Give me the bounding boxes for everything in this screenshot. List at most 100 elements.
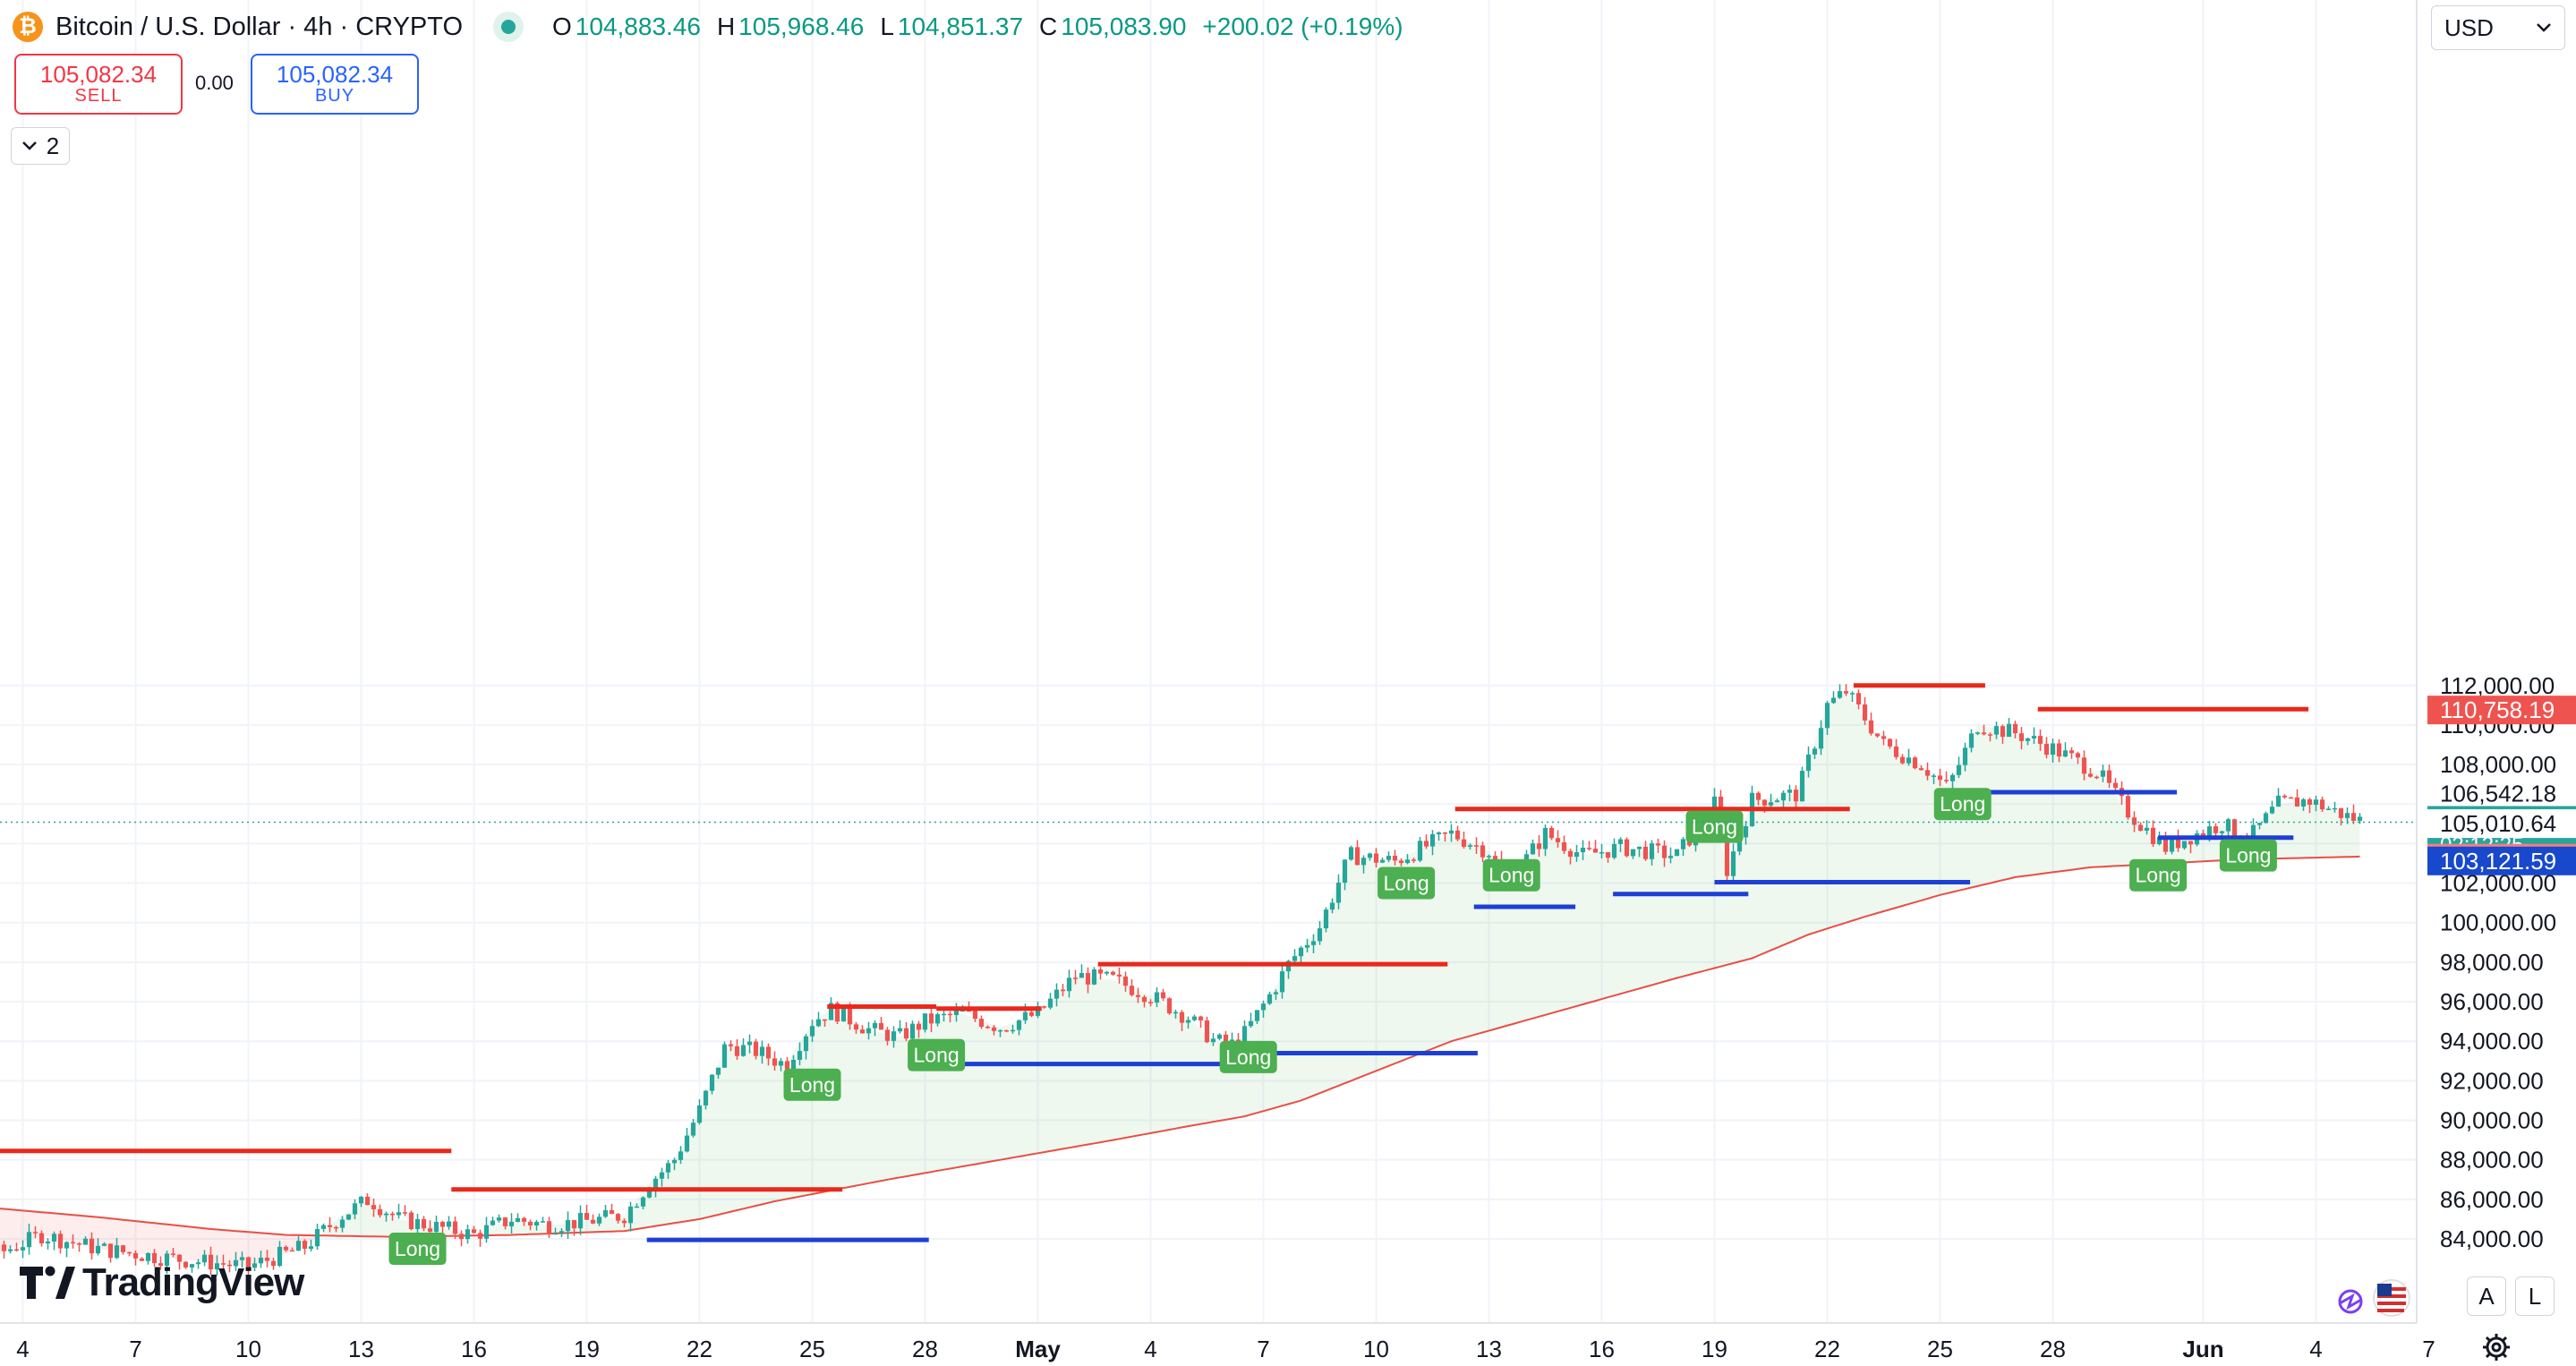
svg-text:Long: Long [1225, 1046, 1271, 1069]
candle-body [1022, 1012, 1028, 1020]
candle-body [1949, 774, 1956, 781]
long-signal-label[interactable]: Long [908, 1038, 966, 1071]
buy-button[interactable]: 105,082.34 BUY [251, 54, 419, 115]
candle-body [546, 1221, 552, 1234]
candle-body [1724, 838, 1730, 876]
long-signal-label[interactable]: Long [783, 1068, 841, 1101]
log-scale-button[interactable]: L [2515, 1276, 2555, 1316]
candle-body [114, 1245, 120, 1259]
candle-body [327, 1225, 333, 1227]
candle-body [1122, 976, 1129, 986]
candle-body [1874, 733, 1881, 737]
candle-body [358, 1196, 364, 1204]
candle-body [2350, 813, 2357, 821]
candle-body [690, 1123, 696, 1136]
candle-body [396, 1212, 402, 1216]
candle-body [245, 1257, 252, 1268]
candle-body [371, 1205, 377, 1209]
market-status-icon[interactable] [493, 12, 525, 42]
candle-body [402, 1212, 408, 1214]
candle-body [828, 1003, 834, 1020]
candle-body [1987, 734, 1993, 736]
candle-body [1367, 853, 1373, 858]
time-tick-label: 19 [574, 1336, 600, 1362]
candle-body [1166, 998, 1173, 1014]
candle-body [533, 1221, 540, 1226]
candle-body [2006, 723, 2012, 738]
candle-body [258, 1258, 264, 1264]
candle-body [1755, 792, 1761, 800]
candle-body [615, 1214, 621, 1221]
time-tick-label: 4 [16, 1336, 29, 1362]
candle-body [922, 1013, 928, 1030]
candle-body [1335, 883, 1342, 903]
candle-body [1417, 841, 1423, 861]
long-signal-label[interactable]: Long [1219, 1040, 1277, 1073]
candle-body [414, 1218, 421, 1230]
tradingview-logo[interactable]: TradingView [20, 1260, 304, 1305]
candle-body [1730, 851, 1736, 876]
price-tick-label: 112,000.00 [2440, 672, 2555, 699]
time-tick-label: 13 [1476, 1336, 1502, 1362]
candle-body [82, 1238, 89, 1245]
candle-body [1279, 971, 1285, 993]
candle-body [1812, 748, 1818, 755]
candle-body [283, 1246, 289, 1251]
candle-body [2112, 782, 2119, 789]
buy-price: 105,082.34 [276, 60, 394, 88]
candle-body [132, 1252, 139, 1259]
candle-body [1354, 847, 1361, 866]
candle-body [89, 1238, 95, 1254]
candle-body [1398, 860, 1404, 864]
long-signal-label[interactable]: Long [1933, 788, 1992, 821]
candle-body [1899, 756, 1906, 764]
candle-body [1047, 998, 1053, 1008]
long-signal-label[interactable]: Long [1378, 867, 1436, 900]
candle-body [2344, 813, 2350, 818]
candle-body [1736, 837, 1743, 852]
candle-body [57, 1234, 64, 1249]
candle-body [2131, 817, 2137, 825]
candle-body [1893, 746, 1899, 757]
candle-body [333, 1226, 339, 1229]
auto-scale-button[interactable]: A [2467, 1276, 2506, 1316]
svg-text:Long: Long [2136, 864, 2181, 887]
candle-body [289, 1250, 295, 1252]
candle-body [1104, 971, 1110, 974]
candle-body [2075, 753, 2081, 758]
gear-icon[interactable] [2481, 1332, 2512, 1362]
candle-body [20, 1247, 26, 1251]
candle-body [985, 1026, 991, 1029]
us-flag-icon[interactable] [2331, 1276, 2411, 1319]
candle-body [1574, 852, 1580, 858]
candle-body [659, 1172, 665, 1179]
candle-body [1805, 754, 1812, 772]
candle-body [2025, 738, 2031, 741]
candle-body [1937, 775, 1943, 781]
long-signal-label[interactable]: Long [1685, 810, 1744, 843]
candle-body [1981, 732, 1987, 735]
currency-select[interactable]: USD [2431, 5, 2565, 50]
long-signal-label[interactable]: Long [1482, 858, 1540, 892]
candle-body [640, 1197, 646, 1207]
svg-text:Long: Long [1384, 872, 1429, 895]
long-signal-label[interactable]: Long [388, 1233, 447, 1266]
candle-body [45, 1241, 51, 1244]
symbol-title[interactable]: Bitcoin / U.S. Dollar · 4h · CRYPTO [55, 12, 464, 41]
long-signal-label[interactable]: Long [2219, 839, 2277, 872]
candle-body [1780, 792, 1787, 801]
candle-body [145, 1252, 151, 1261]
candle-body [214, 1263, 220, 1270]
candle-body [1411, 859, 1417, 861]
candle-body [1968, 733, 1975, 748]
candle-body [1361, 858, 1367, 866]
candle-body [2225, 819, 2231, 832]
long-signal-label[interactable]: Long [2129, 858, 2188, 892]
candle-body [158, 1263, 164, 1267]
indicators-toggle-button[interactable]: 2 [11, 127, 70, 165]
candle-body [740, 1045, 746, 1056]
sell-button[interactable]: 105,082.34 SELL [14, 54, 183, 115]
candle-body [834, 1003, 840, 1022]
price-tick-label: 88,000.00 [2440, 1147, 2544, 1174]
